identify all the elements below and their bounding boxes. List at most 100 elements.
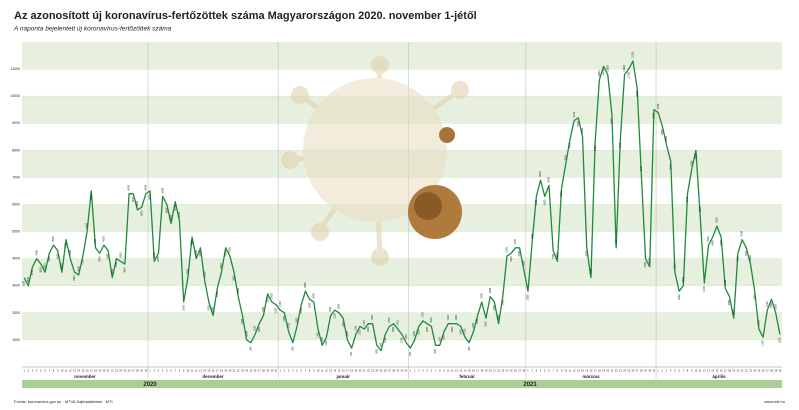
- data-label: 1200: [384, 337, 387, 343]
- x-tick-label: 19: [354, 369, 357, 373]
- data-label: 2000: [338, 304, 341, 310]
- data-label: 900: [468, 346, 471, 351]
- data-label: 800: [375, 349, 378, 354]
- data-label: 1600: [426, 326, 429, 332]
- data-label: 4000: [115, 261, 118, 267]
- data-label: 3900: [556, 252, 559, 258]
- data-label: 8400: [569, 142, 572, 148]
- x-tick-label: 13: [577, 369, 580, 373]
- data-label: 3300: [186, 268, 189, 274]
- data-label: 3800: [124, 267, 127, 273]
- x-tick-label: 30: [270, 369, 273, 373]
- x-tick-label: 7: [175, 369, 177, 373]
- x-tick-label: 2: [414, 369, 416, 373]
- x-tick-label: 22: [111, 369, 114, 373]
- data-label: 600: [380, 342, 383, 347]
- x-tick-label: 1: [23, 369, 25, 373]
- data-label: 2500: [308, 302, 311, 308]
- data-label: 10300: [636, 90, 639, 97]
- x-tick-label: 21: [741, 369, 744, 373]
- data-label: 8200: [665, 136, 668, 142]
- x-tick-label: 16: [590, 369, 593, 373]
- data-label: 1200: [254, 325, 257, 331]
- data-label: 4800: [720, 240, 723, 246]
- data-label: 4500: [52, 236, 55, 242]
- data-label: 4200: [98, 256, 101, 262]
- data-label: 2300: [275, 307, 278, 313]
- month-label: február: [459, 374, 475, 379]
- data-label: 6400: [686, 196, 689, 202]
- data-label: 5900: [140, 210, 143, 216]
- x-tick-label: 21: [363, 369, 366, 373]
- data-label: 800: [321, 337, 324, 342]
- x-tick-label: 15: [585, 369, 588, 373]
- data-label: 1900: [476, 318, 479, 324]
- data-label: 9300: [611, 118, 614, 124]
- x-tick-label: 28: [522, 369, 525, 373]
- data-label: 4800: [711, 240, 714, 246]
- x-tick-label: 19: [98, 369, 101, 373]
- x-tick-label: 27: [258, 369, 261, 373]
- footer: Forrás: koronavirus.gov.hu · MTVA Sajtóa…: [14, 399, 113, 404]
- data-label: 1900: [262, 306, 265, 312]
- data-label: 3000: [682, 276, 685, 282]
- data-label: 1800: [732, 309, 735, 315]
- data-label: 2900: [216, 291, 219, 297]
- data-label: 4100: [82, 259, 85, 265]
- x-tick-label: 13: [329, 369, 332, 373]
- x-tick-label: 8: [309, 369, 311, 373]
- x-tick-label: 22: [367, 369, 370, 373]
- data-label: 1500: [388, 317, 391, 323]
- x-tick-label: 17: [724, 369, 727, 373]
- data-label: 3200: [203, 271, 206, 277]
- y-tick-label: 9000: [12, 121, 20, 125]
- data-label: 3500: [44, 263, 47, 269]
- x-tick-label: 10: [317, 369, 320, 373]
- data-label: 1200: [779, 337, 782, 343]
- data-label: 4400: [199, 251, 202, 257]
- x-tick-label: 27: [132, 369, 135, 373]
- data-label: 700: [350, 351, 353, 356]
- x-tick-label: 16: [342, 369, 345, 373]
- data-label: 8500: [581, 127, 584, 133]
- x-tick-label: 23: [749, 369, 752, 373]
- x-tick-label: 4: [670, 369, 672, 373]
- y-tick-label: 7000: [12, 175, 20, 179]
- data-label: 9500: [653, 112, 656, 118]
- x-tick-label: 18: [94, 369, 97, 373]
- data-label: 4200: [48, 256, 51, 262]
- x-tick-label: 17: [216, 369, 219, 373]
- x-tick-label: 3: [536, 369, 538, 373]
- x-tick-label: 6: [300, 369, 302, 373]
- data-label: 3600: [522, 260, 525, 266]
- data-label: 6300: [543, 199, 546, 205]
- x-tick-label: 11: [321, 369, 324, 373]
- data-label: 3300: [111, 268, 114, 274]
- x-tick-label: 13: [459, 369, 462, 373]
- y-tick-label: 10000: [10, 94, 20, 98]
- x-tick-label: 15: [207, 369, 210, 373]
- x-tick-label: 20: [228, 369, 231, 373]
- x-tick-label: 12: [69, 369, 72, 373]
- data-label: 4400: [518, 251, 521, 257]
- data-label: 1500: [296, 317, 299, 323]
- x-tick-label: 21: [233, 369, 236, 373]
- x-tick-label: 12: [325, 369, 328, 373]
- data-label: 1800: [485, 321, 488, 327]
- data-label: 5000: [86, 222, 89, 228]
- x-tick-label: 23: [619, 369, 622, 373]
- data-label: 6400: [145, 184, 148, 190]
- x-tick-label: 29: [396, 369, 399, 373]
- x-tick-label: 26: [631, 369, 634, 373]
- data-label: 5800: [136, 201, 139, 207]
- data-label: 2400: [270, 293, 273, 299]
- data-label: 4000: [195, 249, 198, 255]
- data-label: 5200: [716, 217, 719, 223]
- x-tick-label: 8: [439, 369, 441, 373]
- data-label: 3300: [23, 280, 26, 286]
- month-label: december: [202, 374, 224, 379]
- data-label: 4700: [65, 242, 68, 248]
- data-label: 2800: [304, 282, 307, 288]
- data-label: 2000: [283, 316, 286, 322]
- x-tick-label: 14: [203, 369, 206, 373]
